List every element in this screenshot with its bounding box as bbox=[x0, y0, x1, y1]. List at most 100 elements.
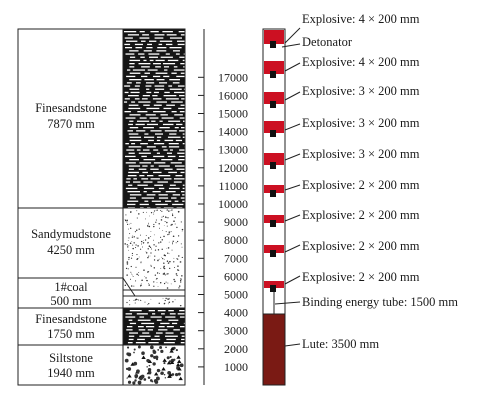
mudstone-grain bbox=[127, 268, 129, 270]
sandstone-mark bbox=[177, 85, 185, 87]
mudstone-grain bbox=[163, 282, 166, 285]
detonator-icon bbox=[270, 220, 276, 227]
sandstone-mark bbox=[181, 191, 185, 193]
sandstone-mark bbox=[181, 338, 185, 341]
detonator-icon bbox=[270, 285, 276, 292]
mudstone-grain bbox=[175, 273, 178, 275]
sandstone-mark bbox=[153, 63, 161, 65]
mudstone-grain bbox=[168, 241, 170, 243]
siltstone-grain bbox=[167, 371, 172, 375]
mudstone-grain bbox=[164, 220, 166, 223]
leader-line bbox=[284, 91, 301, 101]
mudstone-grain bbox=[171, 223, 173, 226]
mudstone-grain bbox=[127, 245, 129, 247]
mudstone-grain bbox=[156, 281, 158, 283]
sandstone-mark bbox=[153, 155, 165, 158]
mudstone-grain bbox=[135, 246, 137, 249]
sandstone-mark bbox=[146, 123, 158, 126]
siltstone-grain bbox=[150, 345, 154, 350]
sandstone-mark bbox=[126, 82, 132, 84]
mudstone-grain bbox=[133, 285, 135, 287]
sandstone-mark bbox=[129, 63, 135, 65]
siltstone-grain bbox=[161, 366, 166, 371]
leader-line bbox=[284, 343, 301, 347]
sandstone-mark bbox=[149, 117, 159, 119]
mudstone-grain bbox=[127, 249, 129, 251]
mudstone-grain bbox=[169, 297, 171, 299]
sandstone-mark bbox=[166, 34, 177, 36]
mudstone-grain bbox=[136, 217, 138, 219]
sandstone-mark bbox=[139, 335, 151, 337]
sandstone-mark bbox=[156, 101, 168, 103]
stratum-thickness: 7870 mm bbox=[47, 117, 95, 131]
siltstone-grain bbox=[127, 380, 132, 384]
sandstone-mark bbox=[174, 127, 179, 129]
mudstone-grain bbox=[170, 283, 172, 285]
siltstone-grain bbox=[160, 349, 164, 353]
sandstone-mark bbox=[164, 139, 174, 142]
sandstone-mark bbox=[160, 114, 168, 116]
siltstone-grain bbox=[156, 368, 161, 373]
mudstone-grain bbox=[163, 262, 165, 264]
mudstone-grain bbox=[178, 270, 180, 271]
sandstone-mark bbox=[125, 316, 136, 318]
sandstone-mark bbox=[153, 111, 166, 113]
mudstone-grain bbox=[166, 298, 169, 300]
sandstone-mark bbox=[169, 149, 173, 151]
siltstone-grain bbox=[128, 353, 131, 356]
siltstone-grain bbox=[166, 360, 172, 365]
explosive-label: Explosive: 3 × 200 mm bbox=[302, 147, 420, 161]
mudstone-grain bbox=[177, 211, 180, 213]
explosive-label: Explosive: 2 × 200 mm bbox=[302, 208, 420, 222]
sandstone-mark bbox=[127, 200, 139, 202]
siltstone-grain bbox=[159, 370, 161, 372]
sandstone-mark bbox=[182, 184, 185, 186]
sandstone-mark bbox=[124, 31, 137, 33]
explosive-charge bbox=[264, 153, 284, 165]
sandstone-mark bbox=[140, 75, 148, 78]
mudstone-grain bbox=[166, 221, 168, 224]
explosive-label: Explosive: 4 × 200 mm bbox=[302, 55, 420, 69]
mudstone-grain bbox=[180, 281, 182, 283]
leader-line bbox=[281, 43, 301, 48]
sandstone-mark bbox=[143, 59, 147, 62]
scale-tick-label: 2000 bbox=[224, 342, 248, 356]
sandstone-mark bbox=[182, 133, 185, 135]
siltstone-grain bbox=[173, 358, 176, 361]
mudstone-grain bbox=[174, 280, 176, 283]
mudstone-grain bbox=[177, 240, 179, 243]
mudstone-grain bbox=[127, 240, 129, 242]
sandstone-mark bbox=[163, 107, 172, 110]
coal-seam-leader bbox=[122, 277, 136, 297]
stratum-thickness: 1940 mm bbox=[47, 366, 95, 380]
mudstone-grain bbox=[167, 252, 169, 254]
stratum-thickness: 1750 mm bbox=[47, 327, 95, 341]
sandstone-mark bbox=[169, 47, 182, 49]
mudstone-grain bbox=[135, 280, 137, 282]
siltstone-grain bbox=[134, 379, 137, 382]
sandstone-mark bbox=[168, 120, 181, 122]
mudstone-grain bbox=[132, 244, 134, 246]
sandstone-mark bbox=[149, 56, 158, 58]
sandstone-mark bbox=[155, 59, 165, 62]
mudstone-grain bbox=[166, 260, 169, 262]
sandstone-mark bbox=[129, 72, 141, 74]
sandstone-mark bbox=[174, 200, 179, 202]
sandstone-mark bbox=[150, 130, 162, 132]
mudstone-grain bbox=[172, 301, 174, 303]
sandstone-mark bbox=[158, 165, 170, 167]
sandstone-mark bbox=[135, 123, 145, 126]
sandstone-mark bbox=[128, 152, 135, 154]
mudstone-grain bbox=[167, 247, 170, 249]
sandstone-mark bbox=[126, 178, 131, 180]
mudstone-grain bbox=[150, 252, 152, 254]
mudstone-grain bbox=[181, 230, 183, 232]
sandstone-mark bbox=[163, 178, 172, 180]
explosive-charge bbox=[264, 61, 284, 74]
sandstone-mark bbox=[171, 322, 178, 325]
sandstone-mark bbox=[127, 191, 141, 193]
mudstone-grain bbox=[174, 223, 176, 225]
sandstone-mark bbox=[168, 319, 179, 321]
leader-line bbox=[284, 27, 301, 44]
sandstone-mark bbox=[167, 155, 176, 158]
